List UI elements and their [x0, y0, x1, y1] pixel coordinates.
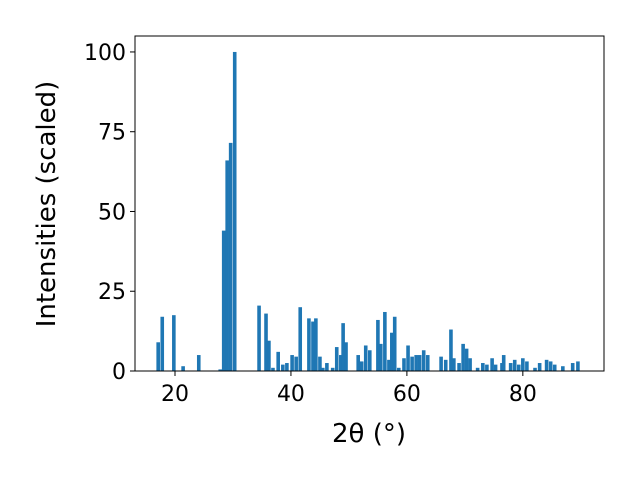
bar	[392, 316, 397, 371]
bar	[359, 361, 364, 371]
bar	[218, 369, 223, 371]
bar	[443, 359, 448, 371]
bar	[521, 358, 525, 371]
bar	[367, 350, 372, 371]
bar	[421, 350, 426, 371]
bar	[196, 355, 201, 371]
bar	[318, 356, 322, 371]
bar	[387, 359, 391, 371]
bar	[501, 355, 506, 371]
bar	[314, 318, 318, 371]
y-tick-label: 100	[84, 41, 126, 66]
bar	[410, 356, 414, 371]
bar	[298, 307, 303, 371]
bar	[414, 355, 418, 371]
bar	[537, 363, 542, 371]
bar	[339, 355, 343, 371]
bar	[307, 318, 311, 371]
y-tick-label: 0	[112, 360, 126, 385]
bar	[225, 160, 229, 371]
bar	[457, 363, 461, 371]
bar	[160, 316, 165, 371]
bar	[376, 319, 380, 371]
bar	[379, 343, 383, 371]
bar	[493, 364, 498, 371]
bar	[344, 342, 348, 371]
bar	[321, 367, 325, 371]
bar	[570, 363, 575, 371]
bar	[363, 345, 368, 371]
bar	[464, 348, 469, 371]
bar	[533, 367, 537, 371]
bar	[390, 332, 394, 371]
y-tick-label: 50	[98, 200, 126, 225]
bar	[330, 367, 335, 371]
y-tick-label: 75	[98, 121, 126, 146]
bar	[548, 361, 553, 371]
bar	[552, 364, 557, 371]
bar	[439, 356, 443, 371]
bar	[232, 51, 237, 371]
bar	[525, 361, 529, 371]
x-tick-label: 40	[277, 382, 305, 407]
bar	[561, 366, 565, 371]
plot-frame	[134, 35, 605, 372]
bar	[406, 345, 410, 371]
x-tick-label: 20	[161, 382, 189, 407]
bar	[267, 340, 271, 371]
y-tick-label: 25	[98, 280, 126, 305]
bar	[383, 311, 387, 371]
bar	[485, 364, 489, 371]
bar	[334, 347, 339, 371]
bar	[449, 329, 453, 371]
y-axis-label: Intensities (scaled)	[32, 81, 62, 328]
bar	[461, 343, 465, 371]
bar	[228, 142, 233, 371]
bar	[341, 323, 345, 371]
bar	[356, 355, 360, 371]
bar	[508, 363, 513, 371]
bar	[271, 367, 275, 371]
bar	[576, 361, 580, 371]
bar	[512, 359, 517, 371]
x-axis-label: 2θ (°)	[332, 419, 406, 449]
x-tick-label: 80	[509, 382, 537, 407]
bar	[285, 363, 289, 371]
bar	[221, 230, 226, 371]
bar	[276, 351, 280, 371]
bar	[452, 358, 456, 371]
bar	[172, 315, 176, 371]
bar	[516, 364, 521, 371]
bar	[311, 321, 315, 371]
bar	[294, 356, 298, 371]
bar	[417, 355, 422, 371]
bar	[490, 358, 494, 371]
bar	[257, 305, 261, 371]
bar	[425, 355, 430, 371]
bar	[481, 363, 485, 371]
bar	[468, 358, 472, 371]
bar	[156, 342, 160, 371]
bar	[290, 355, 294, 371]
bar	[281, 364, 285, 371]
bar	[325, 363, 329, 371]
bar	[475, 367, 480, 371]
bar	[402, 358, 406, 371]
bar	[544, 359, 549, 371]
x-tick-label: 60	[393, 382, 421, 407]
bar	[181, 366, 185, 371]
bar	[264, 313, 268, 371]
bar	[396, 367, 401, 371]
